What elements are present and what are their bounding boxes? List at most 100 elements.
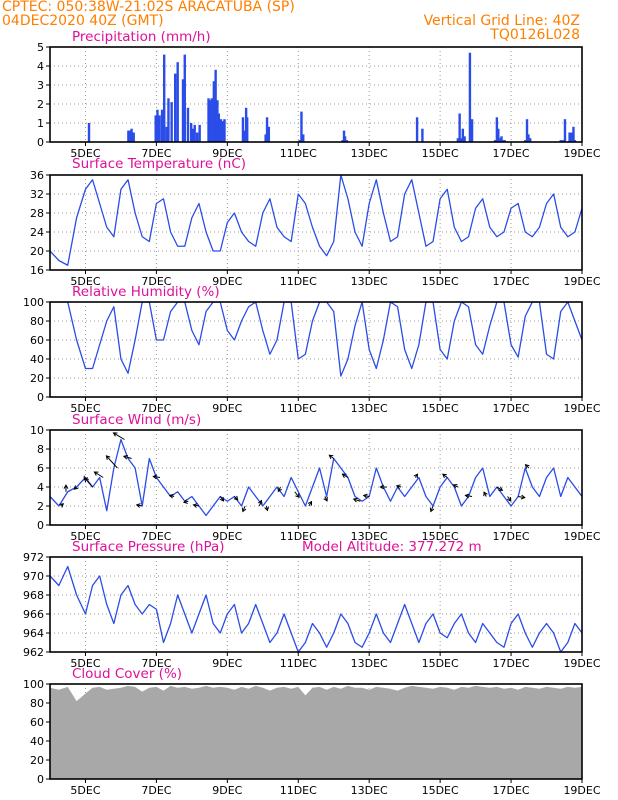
wind-arrow-shaft — [123, 455, 132, 459]
precip-bar — [525, 119, 529, 142]
panel-frame — [49, 429, 583, 526]
temp-line — [50, 175, 582, 266]
precip-bar — [170, 102, 173, 142]
wind-arrow-shaft — [342, 473, 349, 478]
model-altitude-label: Model Altitude: 377.272 m — [302, 539, 482, 555]
precip-bar — [498, 138, 502, 142]
precip-bar — [156, 109, 159, 142]
wind-arrow — [524, 463, 530, 469]
wind-arrow-head — [264, 506, 270, 512]
header-station: CPTEC: 050:38W-21:02S ARACATUBA (SP) — [2, 0, 295, 15]
wind-arrow — [496, 486, 504, 491]
precip-bar — [176, 62, 179, 142]
y-tick-label: 968 — [23, 589, 44, 602]
wind-arrow-head — [395, 484, 401, 490]
y-tick-label: 8 — [37, 443, 44, 456]
wind-arrow-head — [192, 503, 198, 508]
wind-arrow-shaft — [94, 471, 104, 478]
precip-bar — [186, 107, 190, 142]
precip-bar — [604, 117, 606, 142]
wind-arrow — [233, 495, 239, 501]
y-tick-label: 4 — [37, 60, 44, 73]
y-tick-label: 10 — [30, 424, 44, 437]
wind-arrow-head — [506, 496, 512, 502]
x-tick-label: 17DEC — [493, 657, 530, 670]
x-tick-label: 17DEC — [493, 275, 530, 288]
x-tick-label: 5DEC — [70, 275, 100, 288]
precip-bar — [183, 54, 186, 142]
wind-arrow-shaft — [113, 432, 125, 440]
wind-arrow-head — [59, 503, 65, 508]
wind-arrow — [442, 473, 448, 479]
precip-bar — [458, 113, 461, 142]
wind-arrow — [84, 477, 93, 488]
precip-bar — [459, 138, 463, 142]
x-tick-label: 5DEC — [70, 147, 100, 160]
precip-bar — [173, 73, 177, 142]
x-tick-label: 15DEC — [422, 147, 459, 160]
precip-bar — [501, 140, 505, 142]
wind-arrow-head — [219, 496, 225, 502]
x-tick-label: 9DEC — [212, 657, 242, 670]
panel-pres: 962 964 966 968 970 972 5DEC 7DEC 9DEC 11DEC 13DEC… — [23, 539, 601, 670]
wind-arrow-head — [498, 486, 504, 491]
y-tick-label: 20 — [30, 245, 44, 258]
wind-arrow-head — [122, 454, 128, 460]
wind-arrow — [506, 496, 512, 502]
wind-arrow — [152, 474, 161, 480]
y-tick-label: 60 — [30, 716, 44, 729]
wind-arrow-head — [352, 497, 358, 503]
x-tick-label: 17DEC — [493, 784, 530, 797]
x-tick-label: 11DEC — [280, 402, 317, 415]
wind-arrow-head — [233, 495, 239, 501]
cloud-cover-area — [50, 685, 582, 779]
wind-arrow-head — [73, 485, 79, 490]
y-tick-label: 40 — [30, 353, 44, 366]
precip-bar — [214, 69, 217, 142]
x-tick-label: 5DEC — [70, 402, 100, 415]
precip-bar — [163, 54, 166, 142]
x-tick-label: 13DEC — [351, 530, 388, 543]
x-tick-label: 9DEC — [212, 784, 242, 797]
wind-arrow-head — [413, 473, 419, 479]
precip-bar — [599, 134, 601, 142]
x-tick-label: 9DEC — [212, 530, 242, 543]
wind-arrow — [135, 503, 143, 508]
precip-bar — [160, 109, 164, 142]
x-tick-label: 15DEC — [422, 402, 459, 415]
precip-bar — [130, 128, 133, 142]
precip-bar — [243, 130, 246, 142]
y-tick-label: 2 — [37, 500, 44, 513]
header-date: 04DEC2020 40Z (GMT) — [2, 13, 164, 29]
y-tick-label: 966 — [23, 608, 44, 621]
x-tick-label: 17DEC — [493, 530, 530, 543]
wind-arrow — [182, 499, 189, 504]
wind-arrow-head — [520, 494, 526, 500]
x-tick-label: 13DEC — [351, 402, 388, 415]
wind-arrow-head — [83, 475, 88, 481]
panel-rh: 0 20 40 60 80 100 5DEC 7DEC 9DEC 11DEC 13DEC 15DEC 1… — [23, 284, 601, 415]
wind-arrow-head — [452, 484, 458, 489]
y-tick-label: 0 — [37, 519, 44, 532]
y-tick-label: 36 — [30, 169, 44, 182]
x-tick-label: 11DEC — [280, 657, 317, 670]
wind-arrow — [93, 471, 104, 478]
wind-arrow-head — [362, 493, 368, 499]
y-tick-label: 964 — [23, 627, 44, 640]
y-tick-label: 80 — [30, 315, 44, 328]
x-tick-label: 13DEC — [351, 147, 388, 160]
wind-arrow — [518, 494, 526, 500]
x-tick-label: 17DEC — [493, 147, 530, 160]
y-tick-label: 1 — [37, 117, 44, 130]
precip-bar — [568, 132, 571, 142]
precip-bar — [497, 128, 500, 142]
panel-frame — [49, 46, 583, 143]
precip-bar — [181, 79, 185, 142]
x-tick-label: 19DEC — [563, 402, 600, 415]
precip-bar — [602, 108, 604, 142]
wind-arrow — [341, 473, 349, 478]
precip-bar — [189, 123, 193, 142]
x-tick-label: 15DEC — [422, 784, 459, 797]
wind-arrow — [277, 486, 282, 493]
precip-bar — [209, 100, 212, 142]
